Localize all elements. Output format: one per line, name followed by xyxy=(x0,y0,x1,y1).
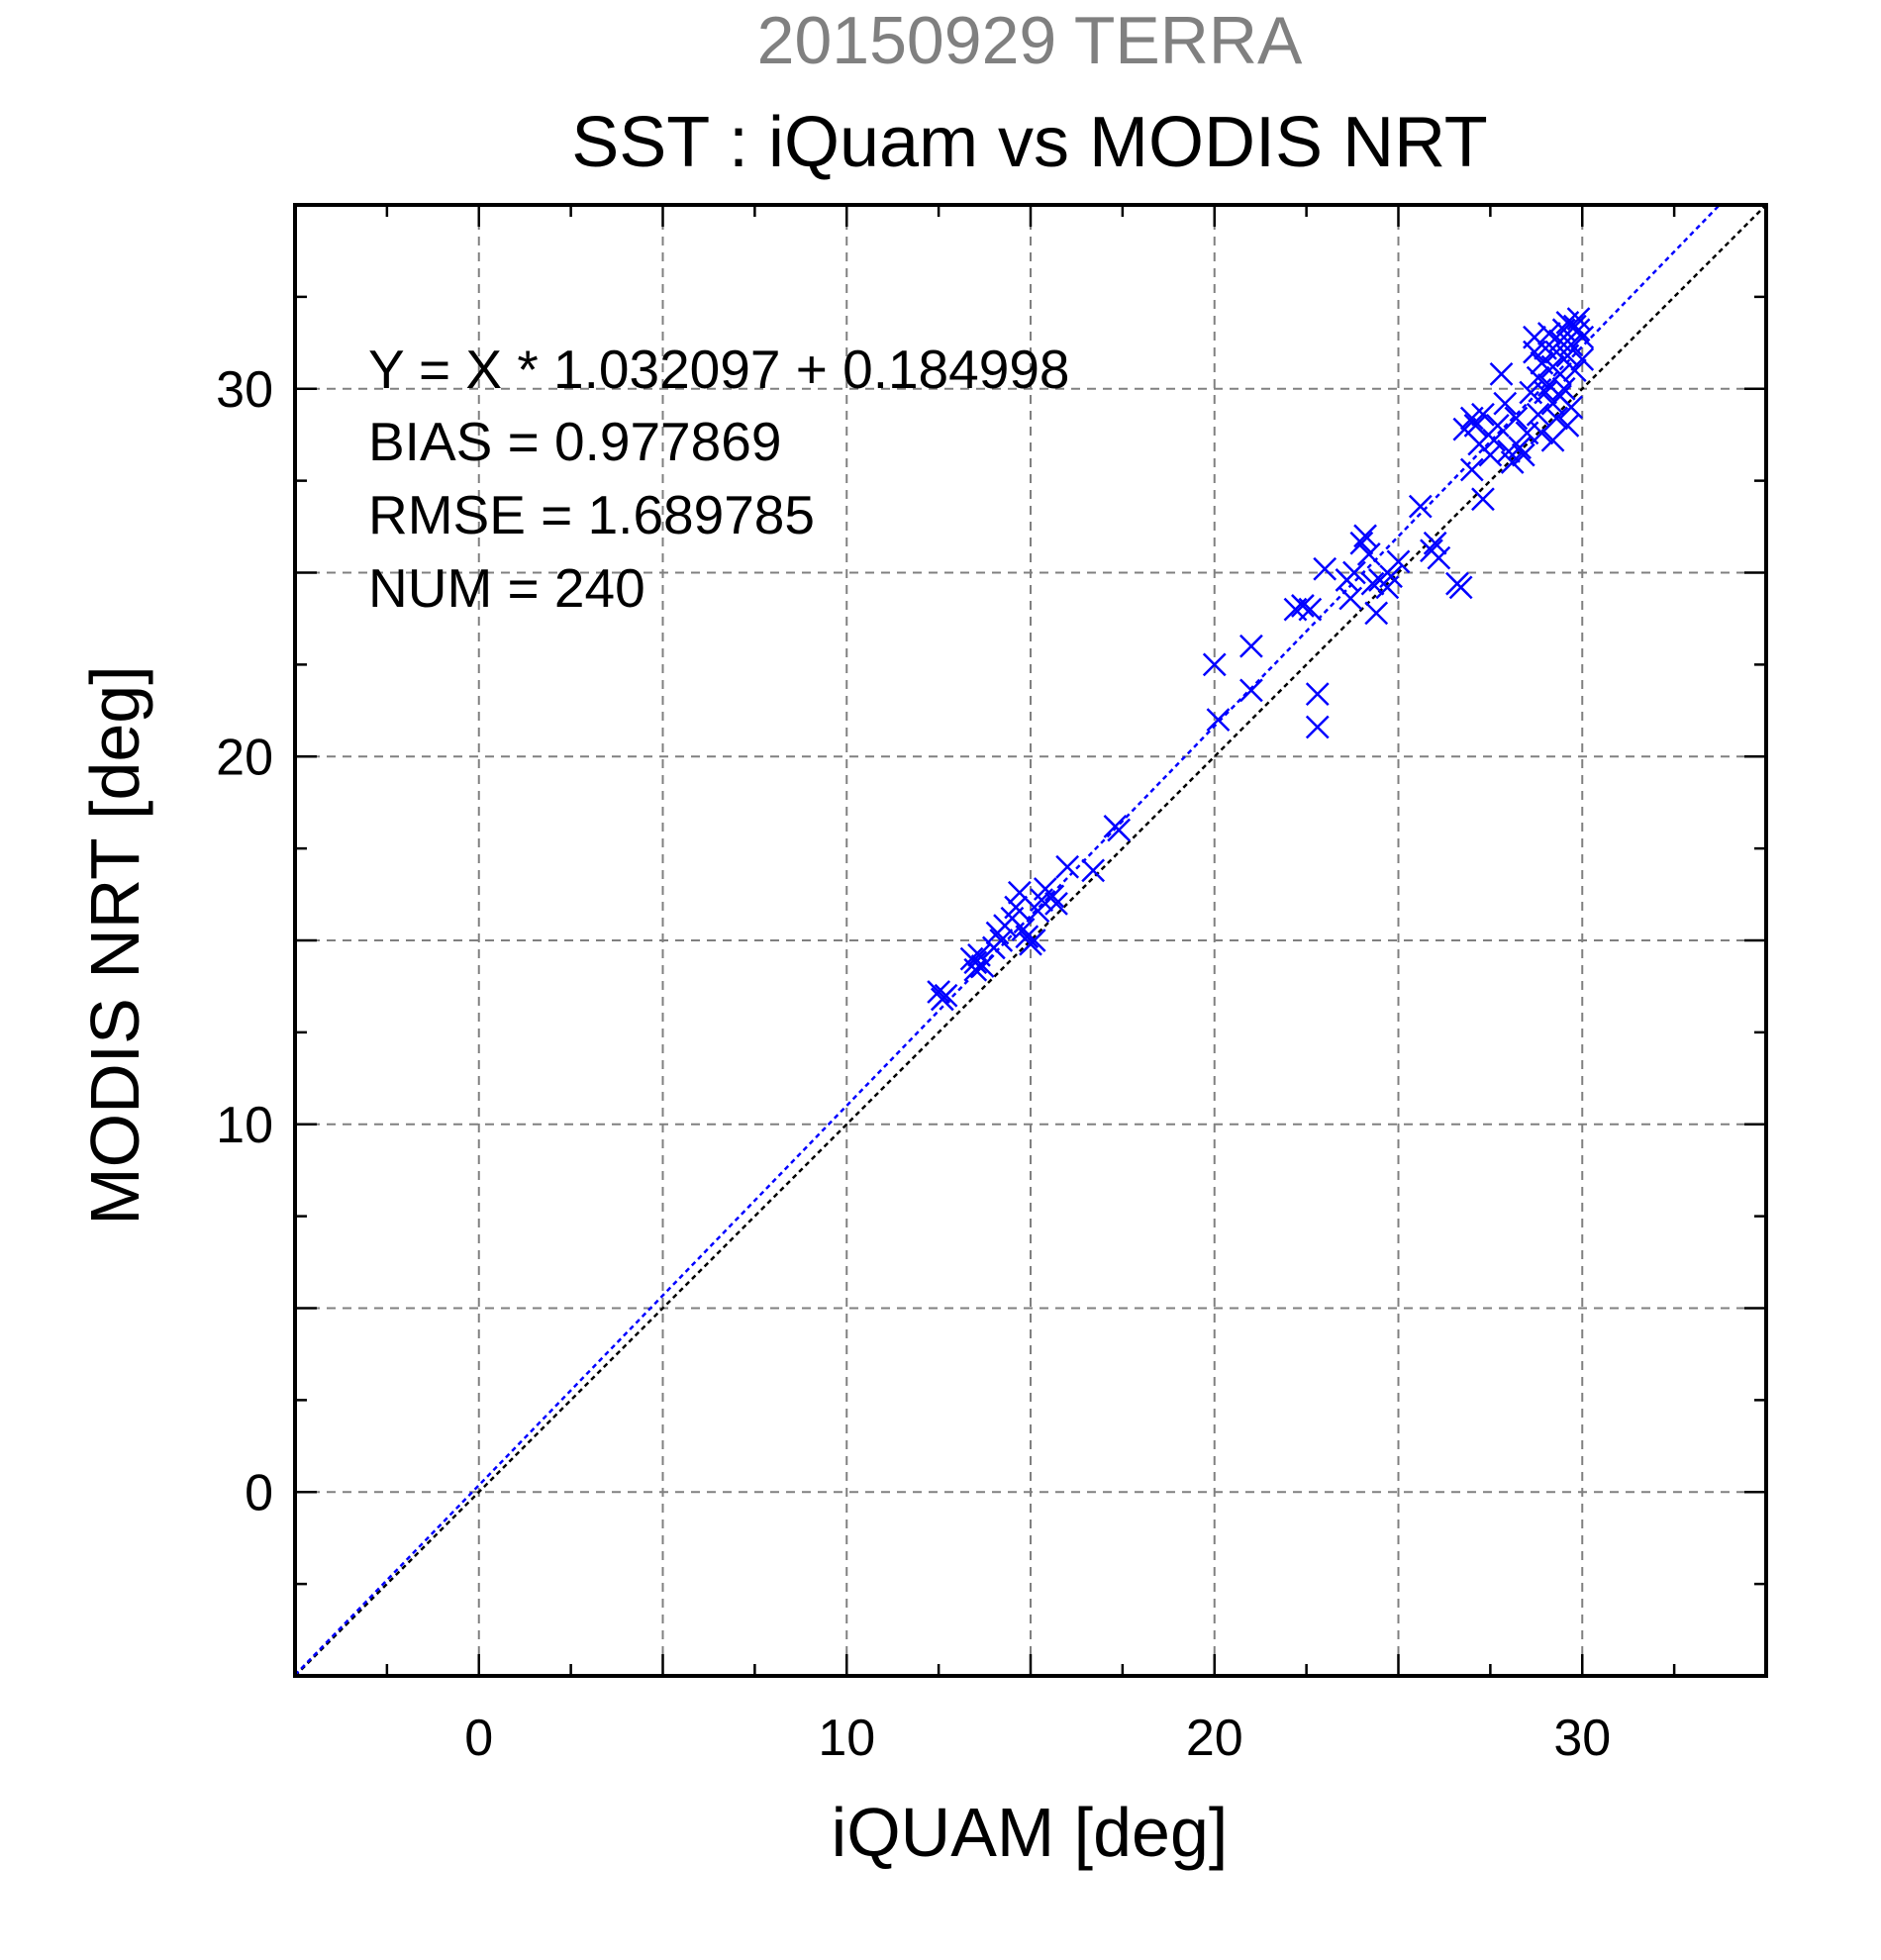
data-point xyxy=(1471,487,1495,512)
data-point xyxy=(1448,575,1473,600)
stat-regression: Y = X * 1.032097 + 0.184998 xyxy=(368,339,1070,400)
data-point xyxy=(1081,858,1106,883)
y-tick-label: 30 xyxy=(216,361,273,419)
data-point xyxy=(1566,307,1591,332)
data-point xyxy=(1379,564,1403,589)
data-point xyxy=(1007,880,1032,905)
x-tick-label: 20 xyxy=(1186,1710,1243,1767)
grid-lines xyxy=(295,205,1766,1676)
data-point xyxy=(1504,406,1529,431)
data-point xyxy=(963,957,988,982)
data-point xyxy=(1239,678,1263,703)
data-point xyxy=(1044,891,1068,916)
x-tick-label: 30 xyxy=(1553,1710,1611,1767)
data-point xyxy=(1408,494,1433,519)
data-point xyxy=(1239,634,1263,658)
data-point xyxy=(1055,854,1080,879)
data-point xyxy=(1386,549,1411,574)
data-point xyxy=(1500,450,1525,474)
stat-bias: BIAS = 0.977869 xyxy=(368,411,781,472)
data-point xyxy=(1570,325,1595,349)
data-point xyxy=(1459,457,1484,482)
data-point xyxy=(1485,414,1510,438)
data-point xyxy=(1540,428,1565,452)
data-point xyxy=(1471,402,1495,427)
chart-title: SST : iQuam vs MODIS NRT xyxy=(571,103,1488,182)
data-point xyxy=(1022,929,1046,952)
x-axis-label: iQUAM [deg] xyxy=(832,1794,1229,1871)
data-point xyxy=(1291,594,1315,618)
data-point xyxy=(1364,601,1389,626)
data-point xyxy=(1570,347,1595,371)
data-point xyxy=(989,929,1014,952)
data-point xyxy=(1206,708,1231,732)
y-tick-label: 10 xyxy=(216,1097,273,1154)
data-points xyxy=(927,307,1595,1012)
data-point xyxy=(1566,318,1591,343)
chart-supertitle: 20150929 TERRA xyxy=(757,3,1303,78)
data-point xyxy=(1534,380,1557,405)
data-point xyxy=(1559,333,1583,357)
data-point xyxy=(1015,925,1040,949)
data-point xyxy=(1530,421,1554,445)
reference-lines xyxy=(295,205,1766,1676)
stat-rmse: RMSE = 1.689785 xyxy=(368,484,815,545)
data-point xyxy=(1463,414,1488,438)
data-point xyxy=(1427,545,1451,570)
x-tick-label: 10 xyxy=(818,1710,875,1767)
data-point xyxy=(934,983,958,1008)
data-point xyxy=(1298,597,1323,622)
data-point xyxy=(1482,428,1506,452)
data-point xyxy=(1548,384,1572,409)
data-point xyxy=(1551,376,1576,401)
tick-labels: 0 10 20 30 0 10 20 30 xyxy=(216,361,1611,1767)
data-point xyxy=(1004,895,1029,920)
data-point xyxy=(1305,715,1330,739)
data-point xyxy=(1040,884,1065,909)
y-tick-label: 20 xyxy=(216,729,273,786)
y-tick-label: 0 xyxy=(245,1464,273,1521)
data-point xyxy=(1508,436,1532,460)
data-point xyxy=(1548,362,1572,386)
data-point xyxy=(1202,652,1227,677)
data-point xyxy=(1305,682,1330,706)
plot-frame xyxy=(293,203,1768,1678)
data-point xyxy=(1353,524,1377,548)
data-point xyxy=(927,980,951,1004)
y-axis-label: MODIS NRT [deg] xyxy=(76,665,153,1225)
stats-box: Y = X * 1.032097 + 0.184998 BIAS = 0.977… xyxy=(368,339,1070,619)
regression-line xyxy=(295,205,1722,1676)
data-point xyxy=(963,950,988,975)
data-point xyxy=(1526,402,1550,427)
stat-num: NUM = 240 xyxy=(368,557,645,619)
data-point xyxy=(1342,560,1366,585)
x-tick-label: 0 xyxy=(464,1710,493,1767)
data-point xyxy=(1489,362,1514,386)
data-point xyxy=(1478,442,1503,467)
data-point xyxy=(1536,322,1561,345)
data-point xyxy=(1338,586,1363,611)
data-point xyxy=(1511,442,1535,467)
data-point xyxy=(1313,556,1337,581)
data-point xyxy=(1423,531,1447,555)
data-point xyxy=(1107,818,1132,842)
data-point xyxy=(1356,542,1381,566)
data-point xyxy=(1562,358,1587,383)
data-point xyxy=(1360,571,1385,596)
data-point xyxy=(1349,531,1374,555)
data-point xyxy=(1526,365,1550,390)
data-point xyxy=(1493,391,1518,416)
data-point xyxy=(970,954,995,978)
